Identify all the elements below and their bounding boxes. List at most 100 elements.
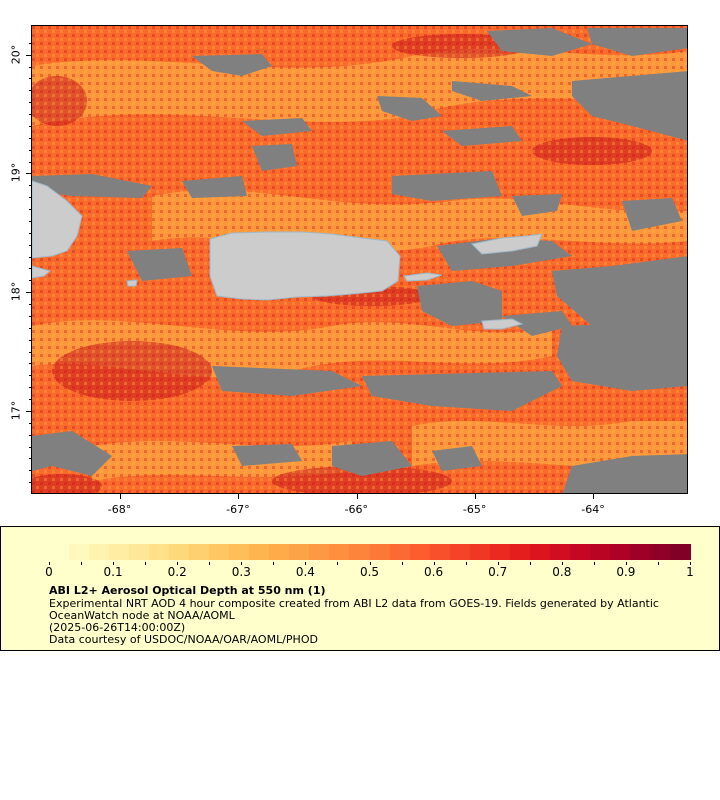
y-minor-tick	[29, 280, 31, 282]
y-minor-tick	[29, 446, 31, 448]
legend-timestamp: (2025-06-26T14:00:00Z)	[49, 621, 186, 634]
colorbar-segment	[409, 544, 431, 560]
colorbar-tick-mark	[529, 562, 531, 565]
colorbar-tick-mark	[561, 562, 563, 565]
y-minor-tick	[29, 399, 31, 400]
colorbar-segment	[89, 544, 110, 560]
virgin-islands	[470, 233, 543, 255]
colorbar-tick-mark	[305, 562, 307, 565]
y-minor-tick	[29, 375, 31, 377]
colorbar-segment	[189, 544, 210, 560]
colorbar-segment	[129, 544, 150, 560]
legend-description-line-1: Experimental NRT AOD 4 hour composite cr…	[49, 597, 659, 610]
x-tick-mark	[356, 494, 358, 499]
y-minor-tick	[29, 410, 31, 412]
colorbar-segment	[649, 544, 671, 560]
colorbar-tick-mark	[113, 562, 115, 565]
colorbar-segment	[529, 544, 551, 560]
y-tick-label: 19°	[9, 163, 23, 183]
colorbar-segment	[469, 544, 491, 560]
y-minor-tick	[29, 244, 31, 246]
y-minor-tick	[29, 304, 31, 306]
colorbar-segment	[349, 544, 370, 560]
colorbar-tick-mark	[369, 562, 371, 565]
colorbar-segment	[49, 544, 70, 560]
colorbar-segment	[569, 544, 591, 560]
y-minor-tick	[29, 137, 31, 139]
st-croix	[481, 318, 524, 330]
colorbar-segment	[289, 544, 310, 560]
x-tick-label: -64°	[581, 503, 605, 516]
no-data-regions	[32, 28, 687, 493]
y-minor-tick	[29, 173, 31, 175]
y-tick-label: 20°	[9, 44, 23, 64]
colorbar-tick-label: 0	[45, 565, 53, 579]
colorbar-segment	[329, 544, 350, 560]
y-tick-label: 18°	[9, 281, 23, 302]
colorbar-segment	[629, 544, 651, 560]
legend-panel: 0 0.1 0.2 0.3 0.4 0.5 0.6 0.7 0.8 0.9 1 ABI L2+ Ae…	[0, 526, 720, 651]
y-minor-tick	[29, 256, 31, 258]
y-tick-mark	[26, 173, 31, 175]
y-minor-tick	[29, 434, 31, 436]
y-minor-tick	[29, 363, 31, 365]
colorbar-segment	[509, 544, 531, 560]
aod-map-canvas	[32, 26, 687, 493]
y-minor-tick	[29, 470, 31, 472]
x-tick-label: -67°	[226, 503, 250, 516]
x-tick-mark	[474, 494, 476, 499]
y-minor-tick	[29, 351, 31, 353]
colorbar-tick-mark	[497, 562, 499, 565]
y-minor-tick	[29, 54, 31, 56]
colorbar-segment	[249, 544, 270, 560]
legend-credit: Data courtesy of USDOC/NOAA/OAR/AOML/PHO…	[49, 633, 318, 646]
y-minor-tick	[29, 232, 31, 234]
y-minor-tick	[29, 268, 31, 270]
hispaniola-coast	[32, 180, 83, 259]
colorbar-tick-label: 0.4	[295, 565, 315, 579]
x-tick-label: -66°	[344, 503, 368, 516]
y-minor-tick	[29, 66, 31, 68]
colorbar-segment	[449, 544, 471, 560]
y-minor-tick	[29, 161, 31, 163]
colorbar-tick-mark	[337, 562, 339, 565]
colorbar-tick-mark	[81, 562, 83, 565]
y-minor-tick	[29, 339, 31, 341]
y-minor-tick	[29, 114, 31, 116]
y-minor-tick	[29, 482, 31, 484]
y-minor-tick	[29, 197, 31, 199]
y-minor-tick	[29, 149, 31, 151]
colorbar-tick-label: 0.1	[103, 565, 123, 579]
colorbar-tick-label: 0.7	[488, 565, 508, 579]
colorbar-segment	[169, 544, 190, 560]
y-tick-label: 17°	[9, 400, 23, 421]
y-minor-tick	[29, 90, 31, 92]
y-minor-tick	[29, 125, 31, 127]
y-minor-tick	[29, 387, 31, 389]
x-tick-label: -65°	[462, 503, 487, 516]
colorbar-segment	[429, 544, 451, 560]
x-tick-mark	[238, 494, 240, 499]
land	[32, 180, 543, 330]
colorbar-segment	[549, 544, 571, 560]
colorbar-segment	[69, 544, 90, 560]
mona-island	[126, 279, 138, 287]
colorbar-tick-mark	[625, 562, 627, 565]
colorbar	[49, 544, 691, 560]
colorbar-segment	[229, 544, 250, 560]
colorbar-tick-label: 0.8	[552, 565, 572, 579]
colorbar-segment	[489, 544, 511, 560]
colorbar-tick-label: 0.6	[424, 565, 444, 579]
colorbar-segment	[389, 544, 411, 560]
y-minor-tick	[29, 220, 31, 222]
hispaniola-south	[32, 265, 52, 279]
legend-description-line-2: OceanWatch node at NOAA/AOML	[49, 609, 235, 622]
colorbar-tick-mark	[49, 562, 50, 565]
colorbar-tick-label: 1	[686, 565, 694, 579]
colorbar-tick-mark	[433, 562, 435, 565]
legend-title: ABI L2+ Aerosol Optical Depth at 550 nm …	[49, 584, 326, 597]
colorbar-tick-label: 0.3	[231, 565, 251, 579]
y-minor-tick	[29, 185, 31, 187]
colorbar-tick-mark	[241, 562, 243, 565]
colorbar-tick-mark	[145, 562, 147, 565]
